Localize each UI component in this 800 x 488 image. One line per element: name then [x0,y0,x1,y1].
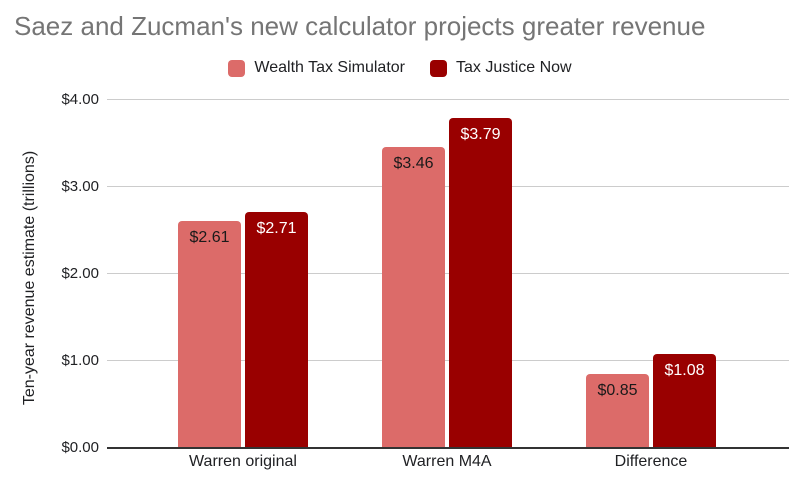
bar-tax-justice-now-difference: $1.08 [653,354,716,448]
bar-wealth-tax-simulator-warren-m4a: $3.46 [382,146,445,448]
x-tick-label: Warren original [189,453,297,470]
gridline [107,99,789,100]
y-tick-label: $2.00 [61,265,99,282]
y-tick-label: $1.00 [61,352,99,369]
chart-title: Saez and Zucman's new calculator project… [14,11,706,41]
bar-wealth-tax-simulator-difference: $0.85 [586,374,649,448]
legend-item-wealth-tax-simulator: Wealth Tax Simulator [228,59,405,77]
x-tick-label: Warren M4A [402,453,492,470]
bar-wealth-tax-simulator-warren-original: $2.61 [178,220,241,448]
gridline [107,273,789,274]
legend-label: Tax Justice Now [456,59,572,76]
gridline [107,186,789,187]
legend-item-tax-justice-now: Tax Justice Now [430,59,572,77]
bar-value-label: $3.46 [393,154,434,172]
bar-value-label: $2.61 [189,228,230,246]
x-tick-label: Difference [614,453,688,470]
gridline [107,360,789,361]
y-tick-label: $4.00 [61,91,99,108]
bar-tax-justice-now-warren-original: $2.71 [245,212,308,448]
bar-value-label: $2.71 [256,220,297,238]
bar-value-label: $3.79 [460,126,501,144]
bar-tax-justice-now-warren-m4a: $3.79 [449,118,512,448]
bar-value-label: $0.85 [597,382,638,400]
legend-swatch-icon [228,59,246,77]
y-tick-label: $3.00 [61,178,99,195]
legend-label: Wealth Tax Simulator [254,59,405,76]
legend: Wealth Tax Simulator Tax Justice Now [0,59,800,77]
bar-value-label: $1.08 [664,362,705,380]
legend-swatch-icon [430,59,447,77]
y-tick-label: $0.00 [61,439,99,456]
x-axis-line [107,447,789,449]
